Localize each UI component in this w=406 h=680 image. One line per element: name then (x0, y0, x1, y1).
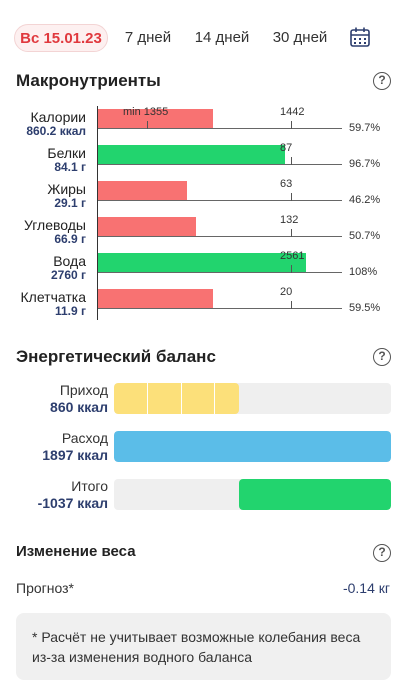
macro-label: Углеводы 66.9 г (0, 218, 86, 246)
macro-name: Клетчатка (20, 289, 86, 305)
macro-goal-tick (291, 121, 292, 129)
macro-percent: 108% (349, 266, 378, 278)
macro-value: 2760 г (50, 268, 86, 282)
macro-percent: 46.2% (349, 194, 381, 206)
macro-name: Белки (47, 145, 86, 161)
income-segment-divider (181, 383, 182, 414)
energy-income-name: Приход (59, 382, 108, 398)
energy-expense-name: Расход (61, 430, 108, 446)
weight-title: Изменение веса (16, 543, 136, 560)
macro-percent: 50.7% (349, 230, 381, 242)
energy-total-value: -1037 ккал (37, 495, 108, 511)
macro-goal-value: 63 (280, 178, 293, 190)
macro-bar (98, 253, 306, 272)
macro-goal-value: 20 (280, 286, 293, 298)
energy-expense-track (114, 431, 391, 462)
macro-label: Клетчатка 11.9 г (0, 290, 86, 318)
tab-30-days[interactable]: 30 дней (272, 29, 328, 46)
disclaimer-note: * Расчёт не учитывает возможные колебани… (16, 613, 391, 680)
macro-goal-line (98, 236, 342, 237)
macro-name: Вода (53, 253, 86, 269)
macros-title: Макронутриенты (16, 71, 161, 90)
macro-bar (98, 289, 213, 308)
energy-help-icon[interactable]: ? (373, 348, 391, 366)
macro-goal-value: 2561 (280, 250, 305, 262)
macro-percent: 59.5% (349, 302, 381, 314)
macro-bar (98, 109, 213, 128)
macro-goal-tick (291, 301, 292, 309)
macro-value: 860.2 ккал (26, 124, 86, 138)
macro-goal-line (98, 200, 342, 201)
macro-label: Белки 84.1 г (0, 146, 86, 174)
macro-goal-value: 132 (280, 214, 299, 226)
energy-total-track (114, 479, 391, 510)
macro-percent: 96.7% (349, 158, 381, 170)
energy-income-label: Приход 860 ккал (0, 382, 108, 416)
macro-value: 84.1 г (54, 160, 86, 174)
macro-min-tick (147, 121, 148, 129)
tab-7-days[interactable]: 7 дней (124, 29, 172, 46)
forecast-value: -0.14 кг (342, 580, 390, 596)
macro-bar (98, 181, 187, 200)
macro-label: Жиры 29.1 г (0, 182, 86, 210)
macro-goal-value: 87 (280, 142, 293, 154)
macro-label: Калории 860.2 ккал (0, 110, 86, 138)
macro-name: Жиры (47, 181, 86, 197)
energy-total-name: Итого (71, 478, 108, 494)
energy-income-value: 860 ккал (50, 399, 108, 415)
macro-goal-tick (291, 265, 292, 273)
macro-goal-tick (291, 229, 292, 237)
macro-goal-line (98, 164, 342, 165)
energy-total-bar (239, 479, 391, 510)
macro-goal-line (98, 308, 342, 309)
macro-value: 11.9 г (54, 304, 86, 318)
macro-goal-line (98, 272, 342, 273)
energy-total-label: Итого -1037 ккал (0, 478, 108, 512)
macro-goal-tick (291, 193, 292, 201)
macro-goal-line (98, 128, 342, 129)
macro-name: Калории (30, 109, 86, 125)
tab-14-days[interactable]: 14 дней (194, 29, 250, 46)
tab-day[interactable]: Вс 15.01.23 (14, 24, 108, 52)
forecast-label: Прогноз* (16, 580, 74, 596)
calendar-icon[interactable] (349, 26, 371, 48)
energy-income-bar (114, 383, 239, 414)
macros-axis (97, 106, 98, 320)
income-segment-divider (214, 383, 215, 414)
macro-min-value: min 1355 (123, 106, 169, 118)
period-tabs: Вс 15.01.23 7 дней 14 дней 30 дней (0, 0, 406, 72)
income-segment-divider (147, 383, 148, 414)
macros-help-icon[interactable]: ? (373, 72, 391, 90)
macro-bar (98, 217, 196, 236)
macro-goal-tick (291, 157, 292, 165)
macro-value: 29.1 г (54, 196, 86, 210)
macro-label: Вода 2760 г (0, 254, 86, 282)
energy-title: Энергетический баланс (16, 347, 216, 366)
energy-expense-bar (114, 431, 391, 462)
macro-percent: 59.7% (349, 122, 381, 134)
weight-help-icon[interactable]: ? (373, 544, 391, 562)
macro-value: 66.9 г (54, 232, 86, 246)
macro-name: Углеводы (23, 217, 86, 233)
macro-goal-value: 1442 (280, 106, 305, 118)
energy-expense-value: 1897 ккал (42, 447, 108, 463)
energy-income-track (114, 383, 391, 414)
macro-bar (98, 145, 285, 164)
energy-expense-label: Расход 1897 ккал (0, 430, 108, 464)
